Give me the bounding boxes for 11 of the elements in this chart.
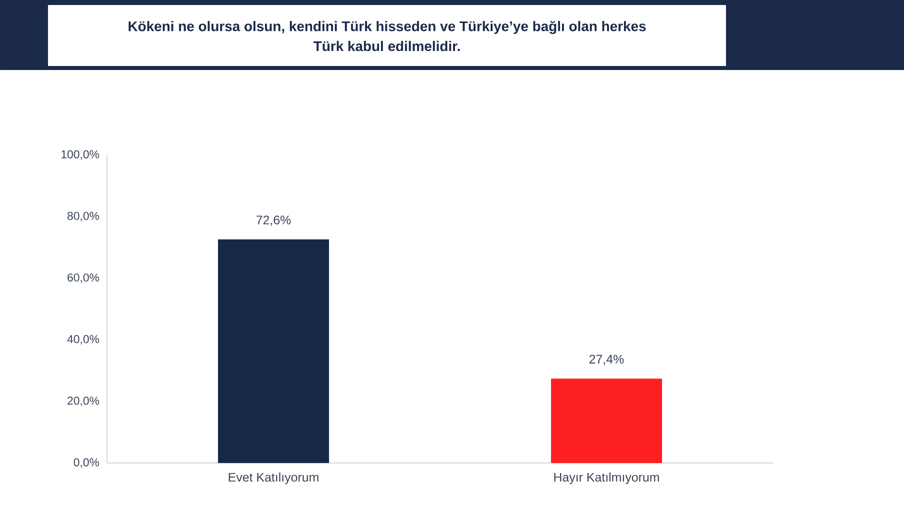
y-tick-label: 0,0% — [74, 458, 100, 468]
y-tick-label: 80,0% — [68, 212, 100, 222]
x-tick-label: Hayır Katılmıyorum — [554, 472, 659, 484]
chart-title: Kökeni ne olursa olsun, kendini Türk hisseden ve Türkiye’ye bağlı olan herkes Türk kabul edilmelidir. — [128, 20, 646, 52]
y-tick-label: 100,0% — [62, 150, 100, 160]
data-label: 27,4% — [589, 354, 624, 366]
y-tick-label: 40,0% — [67, 335, 100, 345]
x-tick-label: Evet Katılıyorum — [228, 472, 318, 484]
y-tick-label: 20,0% — [68, 396, 100, 406]
y-tick-label: 60,0% — [68, 273, 100, 283]
data-label: 72,6% — [256, 216, 291, 226]
